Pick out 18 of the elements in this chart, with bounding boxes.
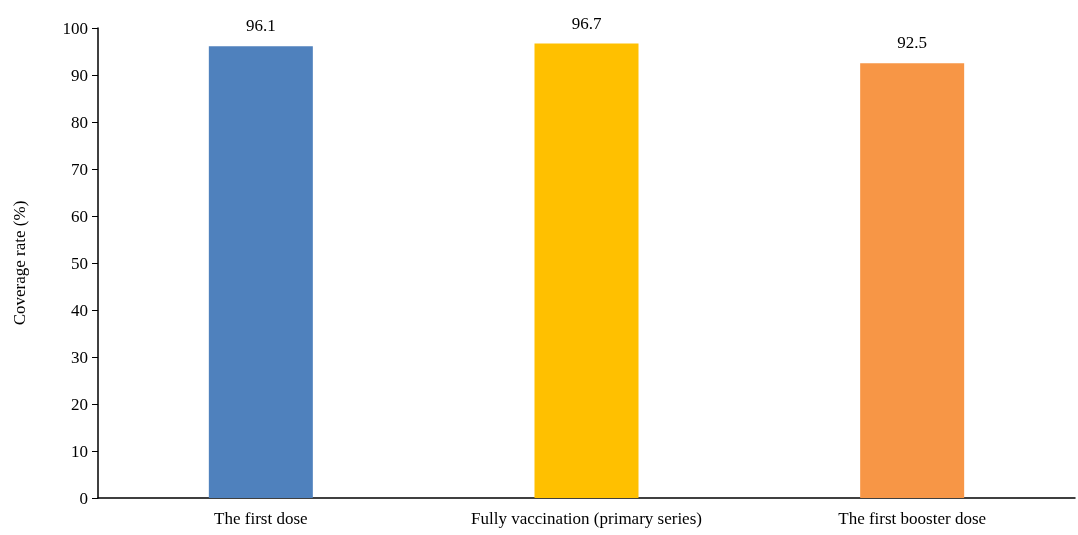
data-label: 92.5 <box>897 33 928 53</box>
y-tick-label: 20 <box>71 394 88 414</box>
data-label: 96.7 <box>571 13 602 33</box>
y-tick-label: 30 <box>71 347 88 367</box>
y-tick-label: 100 <box>62 18 88 38</box>
y-tick-label: 40 <box>71 300 88 320</box>
y-tick-label: 0 <box>79 488 88 508</box>
y-tick-label: 80 <box>71 112 88 132</box>
y-tick-label: 60 <box>71 206 88 226</box>
data-label: 96.1 <box>245 16 276 36</box>
y-tick-label: 90 <box>71 65 88 85</box>
x-tick-label: The first booster dose <box>838 509 987 528</box>
y-tick-label: 50 <box>71 253 88 273</box>
x-tick-label: Fully vaccination (primary series) <box>471 509 702 528</box>
x-tick-label: The first dose <box>214 509 308 528</box>
y-tick-label: 70 <box>71 159 88 179</box>
y-axis-title: Coverage rate (%) <box>10 200 29 326</box>
y-tick-label: 10 <box>71 441 88 461</box>
